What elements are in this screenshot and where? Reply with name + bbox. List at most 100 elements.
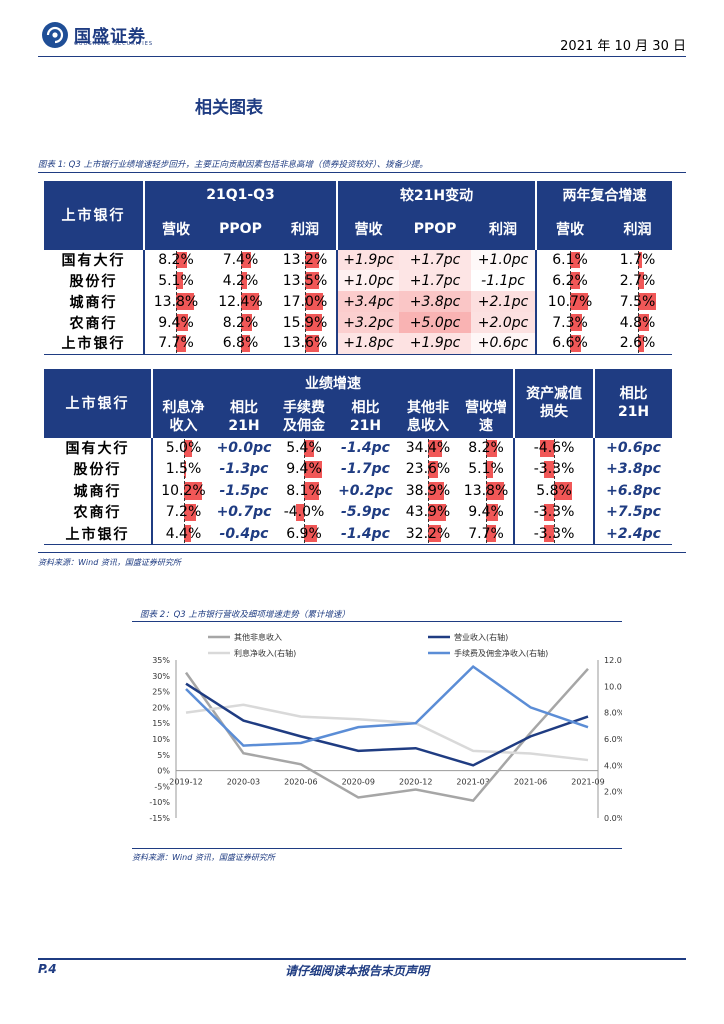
- table2-cell: 7.7%: [459, 523, 515, 545]
- x-tick-label: 2021-09: [571, 778, 604, 787]
- table1-cell: 6.6%: [535, 333, 604, 355]
- data-bar-axis: [486, 481, 488, 501]
- table-row: 股份行 5.1% 4.2% 13.5% +1.0pc +1.7pc -1.1pc 6.2% 2.…: [44, 270, 672, 291]
- right-tick-label: 6.0%: [604, 735, 622, 744]
- table1-cell: 13.8%: [143, 291, 207, 312]
- table1-cell: 13.2%: [274, 248, 338, 270]
- cell-value: +3.8pc: [606, 461, 661, 478]
- data-bar: [304, 439, 315, 457]
- cell-value: +1.7pc: [409, 272, 461, 289]
- row-label: 城商行: [69, 294, 118, 311]
- table2-cell: 23.6%: [397, 459, 459, 481]
- legend-label: 利息净收入(右轴): [234, 648, 296, 658]
- data-bar: [637, 335, 644, 352]
- header-line: 其他非: [407, 399, 449, 416]
- header-divider: [38, 56, 686, 57]
- data-bar-axis: [486, 438, 488, 458]
- table2-cell: 7.2%: [151, 501, 214, 523]
- table1-cell: +1.7pc: [399, 248, 472, 270]
- table1-cell: +1.8pc: [336, 333, 400, 355]
- table1-group: 两年复合增速: [535, 181, 673, 209]
- header-line: 手续费: [283, 399, 325, 416]
- report-date: 2021 年 10 月 30 日: [560, 39, 686, 54]
- data-bar-axis: [428, 459, 429, 479]
- data-bar-axis: [305, 292, 307, 311]
- table2-cell: 9.4%: [274, 459, 334, 481]
- cell-value: +3.2pc: [343, 314, 394, 331]
- row-label: 股份行: [69, 273, 118, 290]
- data-bar-axis: [305, 271, 307, 290]
- cell-value: 15.9%: [282, 314, 328, 331]
- cell-value: 6.2%: [552, 272, 588, 289]
- data-bar: [183, 503, 197, 521]
- row-label: 股份行: [73, 462, 122, 479]
- cell-value: 8.2%: [158, 251, 194, 268]
- x-tick-label: 2020-09: [342, 778, 375, 787]
- cell-value: 7.7%: [158, 335, 194, 352]
- table2-corner: 上市银行: [44, 369, 152, 437]
- series-line: [185, 682, 589, 767]
- data-bar-axis: [240, 250, 242, 269]
- cell-value: -3.3%: [533, 504, 575, 521]
- table2-cell: 5.4%: [274, 436, 334, 459]
- cell-value: +2.0pc: [477, 314, 529, 331]
- table-row: 上市银行 4.4% -0.4pc 6.9% -1.4pc 32.2% 7.7% -3.3% +2…: [44, 523, 673, 545]
- cell-value: -1.4pc: [341, 525, 390, 542]
- cell-value: 9.4%: [286, 461, 322, 478]
- table-row: 国有大行 8.2% 7.4% 13.2% +1.9pc +1.7pc +1.0pc 6.1% 1…: [44, 248, 673, 270]
- table1-col-header: PPOP: [399, 209, 472, 249]
- cell-value: 7.5%: [619, 293, 656, 310]
- cell-value: +5.0pc: [409, 314, 461, 331]
- data-bar: [486, 525, 497, 542]
- data-bar-axis: [637, 292, 639, 311]
- data-bar-axis: [176, 313, 177, 332]
- table1-col-header: 营收: [535, 209, 604, 249]
- table1: 上市银行 21Q1-Q3 较21H变动 两年复合增速 营收 PPOP 利润 营收…: [44, 181, 673, 355]
- cell-value: 13.6%: [282, 335, 328, 352]
- series-line: [185, 664, 589, 747]
- cell-value: +1.7pc: [409, 251, 461, 268]
- data-bar: [240, 335, 251, 352]
- data-bar-axis: [183, 481, 185, 501]
- table1-cell: 6.8%: [207, 333, 274, 355]
- table1-cell: 13.5%: [274, 270, 337, 291]
- data-bar-axis: [637, 334, 639, 353]
- cell-value: +6.8pc: [606, 482, 661, 499]
- table1-cell: 9.4%: [143, 312, 207, 333]
- cell-value: 4.8%: [619, 314, 656, 331]
- table2-group: 业绩增速: [150, 369, 515, 397]
- data-bar-axis: [304, 459, 305, 479]
- table1-cell: +1.7pc: [399, 270, 472, 291]
- company-name-en: GUOSHENG SECURITIES: [74, 41, 154, 47]
- legend-label: 其他非息收入: [234, 632, 282, 642]
- table1-cell: +1.0pc: [336, 270, 400, 291]
- header-line: 利息净: [162, 399, 205, 416]
- data-bar-axis: [554, 459, 556, 479]
- header-line: 及佣金: [283, 417, 325, 434]
- data-bar: [543, 503, 555, 521]
- cell-value: 12.4%: [218, 293, 263, 310]
- cell-value: +0.6pc: [477, 335, 529, 352]
- cell-value: -4.6%: [533, 440, 575, 456]
- cell-value: 9.4%: [468, 504, 504, 521]
- cell-value: 6.9%: [286, 525, 322, 542]
- table1-cell: +2.0pc: [471, 312, 537, 333]
- data-bar: [570, 314, 583, 331]
- table2-cell: +0.6pc: [593, 436, 673, 459]
- cell-value: 7.4%: [222, 251, 259, 268]
- data-bar-axis: [486, 459, 488, 479]
- cell-value: 6.8%: [222, 335, 259, 352]
- cell-value: 10.2%: [161, 482, 206, 499]
- table2-cell: -1.4pc: [334, 523, 397, 545]
- data-bar-axis: [428, 524, 429, 543]
- table2-cell: 5.1%: [459, 459, 514, 481]
- table-row: 农商行 7.2% +0.7pc -4.0% -5.9pc 43.9% 9.4% -3.3% +7…: [44, 501, 673, 523]
- table1-cell: 17.0%: [274, 291, 337, 312]
- table2-cell: -3.3%: [513, 458, 595, 480]
- data-bar-axis: [183, 459, 185, 479]
- table2-cell: 8.1%: [274, 480, 334, 502]
- data-bar-axis: [637, 271, 639, 290]
- table2-col-header: 相比 21H: [214, 397, 274, 437]
- data-bar-axis: [183, 502, 185, 522]
- header-line: 相比: [351, 399, 380, 416]
